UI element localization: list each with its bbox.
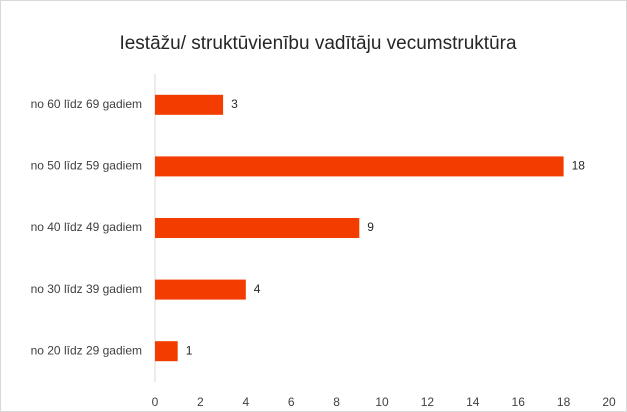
x-tick-label: 2 — [197, 395, 204, 409]
x-tick-label: 0 — [152, 395, 159, 409]
x-tick-label: 18 — [557, 395, 571, 409]
x-tick-label: 12 — [421, 395, 435, 409]
x-tick-label: 10 — [375, 395, 389, 409]
bar — [155, 218, 360, 238]
y-tick-label: no 20 līdz 29 gadiem — [31, 343, 142, 357]
bar — [155, 279, 246, 300]
bar — [155, 156, 564, 177]
x-tick-label: 8 — [333, 395, 340, 409]
bar — [155, 341, 178, 362]
x-tick-label: 6 — [288, 395, 295, 409]
x-tick-label: 16 — [512, 395, 526, 409]
data-label: 9 — [367, 220, 374, 234]
y-tick-label: no 40 līdz 49 gadiem — [31, 220, 142, 234]
y-tick-label: no 30 līdz 39 gadiem — [31, 282, 142, 296]
y-tick-label: no 50 līdz 59 gadiem — [31, 159, 142, 173]
data-label: 1 — [186, 343, 193, 357]
data-label: 3 — [231, 97, 238, 111]
chart-title: Iestāžu/ struktūvienību vadītāju vecumst… — [119, 33, 517, 54]
x-tick-label: 20 — [602, 395, 616, 409]
y-tick-label: no 60 līdz 69 gadiem — [31, 97, 142, 111]
x-tick-label: 14 — [466, 395, 480, 409]
data-label: 18 — [572, 159, 586, 173]
x-tick-label: 4 — [242, 395, 249, 409]
data-label: 4 — [254, 282, 261, 296]
bar — [155, 94, 224, 115]
